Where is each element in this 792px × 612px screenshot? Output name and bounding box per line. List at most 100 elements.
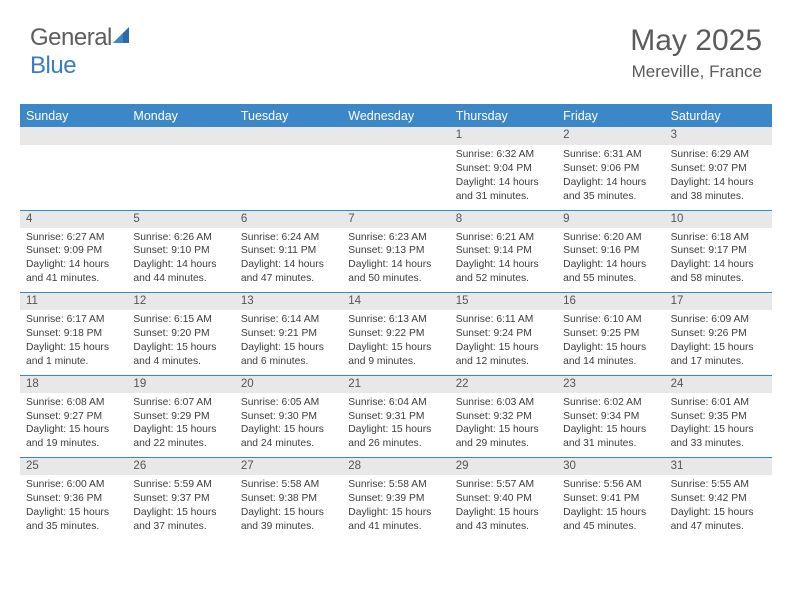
brand-text: General Blue [30,24,135,80]
day-cell: Sunrise: 6:04 AM Sunset: 9:31 PM Dayligh… [342,393,449,458]
day-cell: Sunrise: 6:24 AM Sunset: 9:11 PM Dayligh… [235,228,342,293]
day-number: 24 [665,376,772,393]
weekday-header-cell: Friday [557,109,664,123]
day-times: Sunrise: 6:15 AM Sunset: 9:20 PM Dayligh… [133,313,230,369]
day-cell: Sunrise: 5:59 AM Sunset: 9:37 PM Dayligh… [127,475,234,540]
day-number: 6 [235,211,342,228]
day-cell: Sunrise: 6:26 AM Sunset: 9:10 PM Dayligh… [127,228,234,293]
day-number [235,127,342,145]
day-times: Sunrise: 6:26 AM Sunset: 9:10 PM Dayligh… [133,231,230,287]
day-times: Sunrise: 6:08 AM Sunset: 9:27 PM Dayligh… [26,396,123,452]
day-times: Sunrise: 6:02 AM Sunset: 9:34 PM Dayligh… [563,396,660,452]
day-times: Sunrise: 6:24 AM Sunset: 9:11 PM Dayligh… [241,231,338,287]
day-times: Sunrise: 5:56 AM Sunset: 9:41 PM Dayligh… [563,478,660,534]
day-cell: Sunrise: 6:11 AM Sunset: 9:24 PM Dayligh… [450,310,557,375]
weekday-header-cell: Thursday [450,109,557,123]
day-number: 23 [557,376,664,393]
day-cell: Sunrise: 6:10 AM Sunset: 9:25 PM Dayligh… [557,310,664,375]
day-times: Sunrise: 6:20 AM Sunset: 9:16 PM Dayligh… [563,231,660,287]
day-times: Sunrise: 6:14 AM Sunset: 9:21 PM Dayligh… [241,313,338,369]
day-number: 8 [450,211,557,228]
day-times: Sunrise: 6:17 AM Sunset: 9:18 PM Dayligh… [26,313,123,369]
day-cell: Sunrise: 6:20 AM Sunset: 9:16 PM Dayligh… [557,228,664,293]
day-cell: Sunrise: 6:29 AM Sunset: 9:07 PM Dayligh… [665,145,772,210]
day-times: Sunrise: 6:04 AM Sunset: 9:31 PM Dayligh… [348,396,445,452]
page-title: May 2025 [630,24,762,58]
day-cell [235,145,342,210]
day-cell: Sunrise: 6:08 AM Sunset: 9:27 PM Dayligh… [20,393,127,458]
day-number-row: 11121314151617 [20,292,772,310]
day-times: Sunrise: 6:21 AM Sunset: 9:14 PM Dayligh… [456,231,553,287]
day-cell: Sunrise: 6:18 AM Sunset: 9:17 PM Dayligh… [665,228,772,293]
day-number: 7 [342,211,449,228]
day-times: Sunrise: 6:09 AM Sunset: 9:26 PM Dayligh… [671,313,768,369]
weekday-header-cell: Saturday [665,109,772,123]
day-cell: Sunrise: 6:00 AM Sunset: 9:36 PM Dayligh… [20,475,127,540]
weekday-header-cell: Sunday [20,109,127,123]
day-times: Sunrise: 6:31 AM Sunset: 9:06 PM Dayligh… [563,148,660,204]
day-times: Sunrise: 6:07 AM Sunset: 9:29 PM Dayligh… [133,396,230,452]
day-cell: Sunrise: 6:03 AM Sunset: 9:32 PM Dayligh… [450,393,557,458]
day-number: 9 [557,211,664,228]
day-cell: Sunrise: 6:32 AM Sunset: 9:04 PM Dayligh… [450,145,557,210]
day-number-row: 45678910 [20,210,772,228]
day-number: 26 [127,458,234,475]
day-number: 3 [665,127,772,145]
day-times: Sunrise: 6:32 AM Sunset: 9:04 PM Dayligh… [456,148,553,204]
day-times: Sunrise: 6:00 AM Sunset: 9:36 PM Dayligh… [26,478,123,534]
day-times: Sunrise: 6:13 AM Sunset: 9:22 PM Dayligh… [348,313,445,369]
brand-logo: General Blue [30,24,135,80]
day-number: 15 [450,293,557,310]
day-cell: Sunrise: 5:58 AM Sunset: 9:39 PM Dayligh… [342,475,449,540]
day-times: Sunrise: 6:10 AM Sunset: 9:25 PM Dayligh… [563,313,660,369]
day-number: 21 [342,376,449,393]
day-times: Sunrise: 6:03 AM Sunset: 9:32 PM Dayligh… [456,396,553,452]
day-number: 12 [127,293,234,310]
day-number: 16 [557,293,664,310]
day-times: Sunrise: 5:58 AM Sunset: 9:38 PM Dayligh… [241,478,338,534]
day-cell: Sunrise: 6:02 AM Sunset: 9:34 PM Dayligh… [557,393,664,458]
weekday-header-cell: Tuesday [235,109,342,123]
day-number: 20 [235,376,342,393]
day-cell: Sunrise: 6:05 AM Sunset: 9:30 PM Dayligh… [235,393,342,458]
day-times: Sunrise: 5:59 AM Sunset: 9:37 PM Dayligh… [133,478,230,534]
day-cell: Sunrise: 6:27 AM Sunset: 9:09 PM Dayligh… [20,228,127,293]
day-times: Sunrise: 6:01 AM Sunset: 9:35 PM Dayligh… [671,396,768,452]
day-cell: Sunrise: 6:14 AM Sunset: 9:21 PM Dayligh… [235,310,342,375]
day-number-row: 18192021222324 [20,375,772,393]
sail-icon [113,24,135,52]
day-number: 22 [450,376,557,393]
day-number: 27 [235,458,342,475]
weekday-header-cell: Wednesday [342,109,449,123]
day-number: 17 [665,293,772,310]
day-number [20,127,127,145]
day-cell [342,145,449,210]
day-cell: Sunrise: 6:13 AM Sunset: 9:22 PM Dayligh… [342,310,449,375]
day-number: 11 [20,293,127,310]
day-number-row: 123 [20,127,772,145]
day-detail-row: Sunrise: 6:17 AM Sunset: 9:18 PM Dayligh… [20,310,772,375]
day-number [342,127,449,145]
weekday-header-row: SundayMondayTuesdayWednesdayThursdayFrid… [20,104,772,127]
day-number: 5 [127,211,234,228]
calendar-table: SundayMondayTuesdayWednesdayThursdayFrid… [20,104,772,540]
day-cell: Sunrise: 5:57 AM Sunset: 9:40 PM Dayligh… [450,475,557,540]
day-cell: Sunrise: 5:56 AM Sunset: 9:41 PM Dayligh… [557,475,664,540]
day-number: 13 [235,293,342,310]
day-cell: Sunrise: 6:17 AM Sunset: 9:18 PM Dayligh… [20,310,127,375]
location-label: Mereville, France [630,62,762,82]
day-cell: Sunrise: 6:09 AM Sunset: 9:26 PM Dayligh… [665,310,772,375]
day-cell: Sunrise: 6:31 AM Sunset: 9:06 PM Dayligh… [557,145,664,210]
day-number: 28 [342,458,449,475]
day-cell: Sunrise: 6:07 AM Sunset: 9:29 PM Dayligh… [127,393,234,458]
day-number: 25 [20,458,127,475]
day-times: Sunrise: 5:55 AM Sunset: 9:42 PM Dayligh… [671,478,768,534]
day-number: 4 [20,211,127,228]
day-times: Sunrise: 5:57 AM Sunset: 9:40 PM Dayligh… [456,478,553,534]
day-number [127,127,234,145]
day-detail-row: Sunrise: 6:08 AM Sunset: 9:27 PM Dayligh… [20,393,772,458]
day-cell [20,145,127,210]
title-block: May 2025 Mereville, France [630,24,762,82]
weekday-header-cell: Monday [127,109,234,123]
day-cell: Sunrise: 6:21 AM Sunset: 9:14 PM Dayligh… [450,228,557,293]
